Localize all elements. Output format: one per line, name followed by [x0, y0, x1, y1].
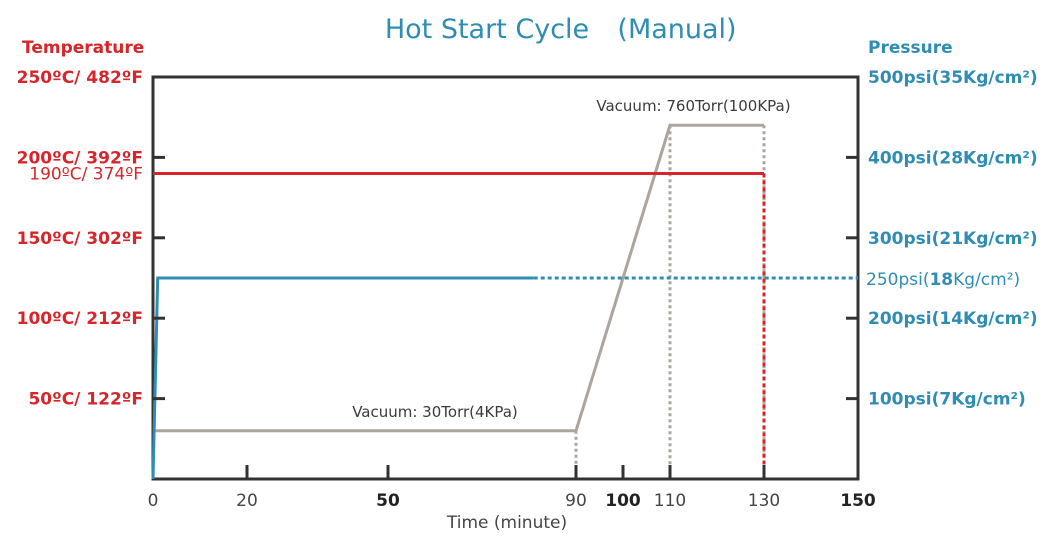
x-axis-tick-label-100: 100 — [605, 491, 641, 511]
left-axis-header: Temperature — [22, 38, 144, 58]
x-axis-tick-label-50: 50 — [376, 491, 400, 511]
x-axis-label: Time (minute) — [446, 513, 567, 533]
right-axis-header: Pressure — [868, 38, 953, 58]
chart-subtitle-mode: (Manual) — [617, 14, 736, 45]
vacuum-annotation-2: Vacuum: 760Torr(100KPa) — [596, 97, 790, 115]
temperature-marker-label: 190ºC/ 374ºF — [29, 164, 143, 184]
x-axis-tick-label-130: 130 — [748, 491, 780, 511]
left-axis-tick-label-200: 200ºC/ 392ºF — [17, 148, 143, 168]
right-axis-tick-label-300: 300psi(21Kg/cm²) — [868, 229, 1038, 249]
right-axis-tick-label-400: 400psi(28Kg/cm²) — [868, 148, 1038, 168]
left-axis-tick-label-100: 100ºC/ 212ºF — [17, 309, 143, 329]
x-axis-tick-label-90: 90 — [565, 491, 587, 511]
x-axis-tick-label-0: 0 — [148, 491, 159, 511]
right-axis-tick-label-500: 500psi(35Kg/cm²) — [868, 68, 1038, 88]
chart-title: Hot Start Cycle — [385, 14, 589, 45]
vacuum-series-line — [153, 123, 764, 433]
right-axis-tick-label-100: 100psi(7Kg/cm²) — [868, 390, 1026, 410]
pressure-marker-label: 250psi(18Kg/cm²) — [866, 270, 1020, 290]
x-axis-tick-label-150: 150 — [840, 491, 876, 511]
chart-marks: 250ºC/ 482ºF 200ºC/ 392ºF 150ºC/ 302ºF 100º… — [17, 68, 1038, 511]
left-axis-tick-label-250: 250ºC/ 482ºF — [17, 68, 143, 88]
x-axis-tick-label-20: 20 — [236, 491, 258, 511]
left-axis-tick-label-50: 50ºC/ 122ºF — [28, 390, 143, 410]
pressure-series-line — [151, 276, 534, 480]
x-axis-tick-label-110: 110 — [654, 491, 686, 511]
right-axis-tick-label-200: 200psi(14Kg/cm²) — [868, 309, 1038, 329]
left-axis-tick-label-150: 150ºC/ 302ºF — [17, 229, 143, 249]
vacuum-annotation-1: Vacuum: 30Torr(4KPa) — [352, 403, 518, 421]
